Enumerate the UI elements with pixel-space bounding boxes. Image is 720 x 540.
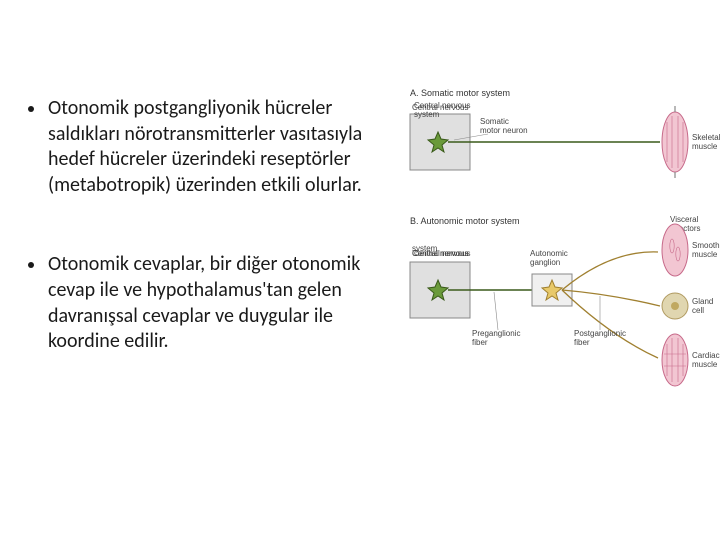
- gland-cell-icon: [662, 293, 688, 319]
- post-axon-3: [562, 290, 658, 358]
- skeletal-label2: muscle: [692, 142, 718, 151]
- skeletal-label1: Skeletal: [692, 133, 720, 142]
- post-fiber-label1: Postganglionic: [574, 329, 626, 338]
- visceral-label1: Visceral: [670, 215, 699, 224]
- smooth-label2: muscle: [692, 250, 718, 259]
- leader-line: [494, 292, 498, 330]
- cns-b-line2: system: [412, 244, 438, 253]
- ganglion-label2: ganglion: [530, 258, 560, 267]
- cardiac-label2: muscle: [692, 360, 718, 369]
- cns-label-a2: system: [414, 110, 440, 119]
- smooth-muscle-icon: [662, 224, 688, 276]
- panel-b-title: B. Autonomic motor system: [410, 216, 520, 226]
- nervous-system-diagram: A. Somatic motor system Central nervous …: [400, 84, 720, 434]
- post-fiber-label2: fiber: [574, 338, 590, 347]
- bullet-item: Otonomik cevaplar, bir diğer otonomik ce…: [28, 252, 396, 354]
- gland-label1: Gland: [692, 297, 713, 306]
- smooth-label1: Smooth: [692, 241, 720, 250]
- gland-label2: cell: [692, 306, 704, 315]
- bullet-dot-icon: [28, 106, 34, 112]
- text-column: Otonomik postgangliyonik hücreler saldık…: [28, 96, 396, 409]
- bullet-dot-icon: [28, 262, 34, 268]
- skeletal-muscle-icon: [662, 106, 688, 178]
- pre-fiber-label1: Preganglionic: [472, 329, 520, 338]
- somatic-neuron-label2: motor neuron: [480, 126, 528, 135]
- bullet-item: Otonomik postgangliyonik hücreler saldık…: [28, 96, 396, 198]
- cns-label-a: Central nervous: [414, 101, 470, 110]
- cardiac-label1: Cardiac: [692, 351, 720, 360]
- ganglion-label1: Autonomic: [530, 249, 568, 258]
- bullet-text: Otonomik cevaplar, bir diğer otonomik ce…: [48, 252, 396, 354]
- pre-fiber-label2: fiber: [472, 338, 488, 347]
- post-axon-1: [562, 252, 658, 290]
- somatic-neuron-label: Somatic: [480, 117, 509, 126]
- panel-a-title: A. Somatic motor system: [410, 88, 510, 98]
- cardiac-muscle-icon: [662, 334, 688, 386]
- bullet-text: Otonomik postgangliyonik hücreler saldık…: [48, 96, 396, 198]
- diagram-svg: A. Somatic motor system Central nervous …: [400, 84, 720, 434]
